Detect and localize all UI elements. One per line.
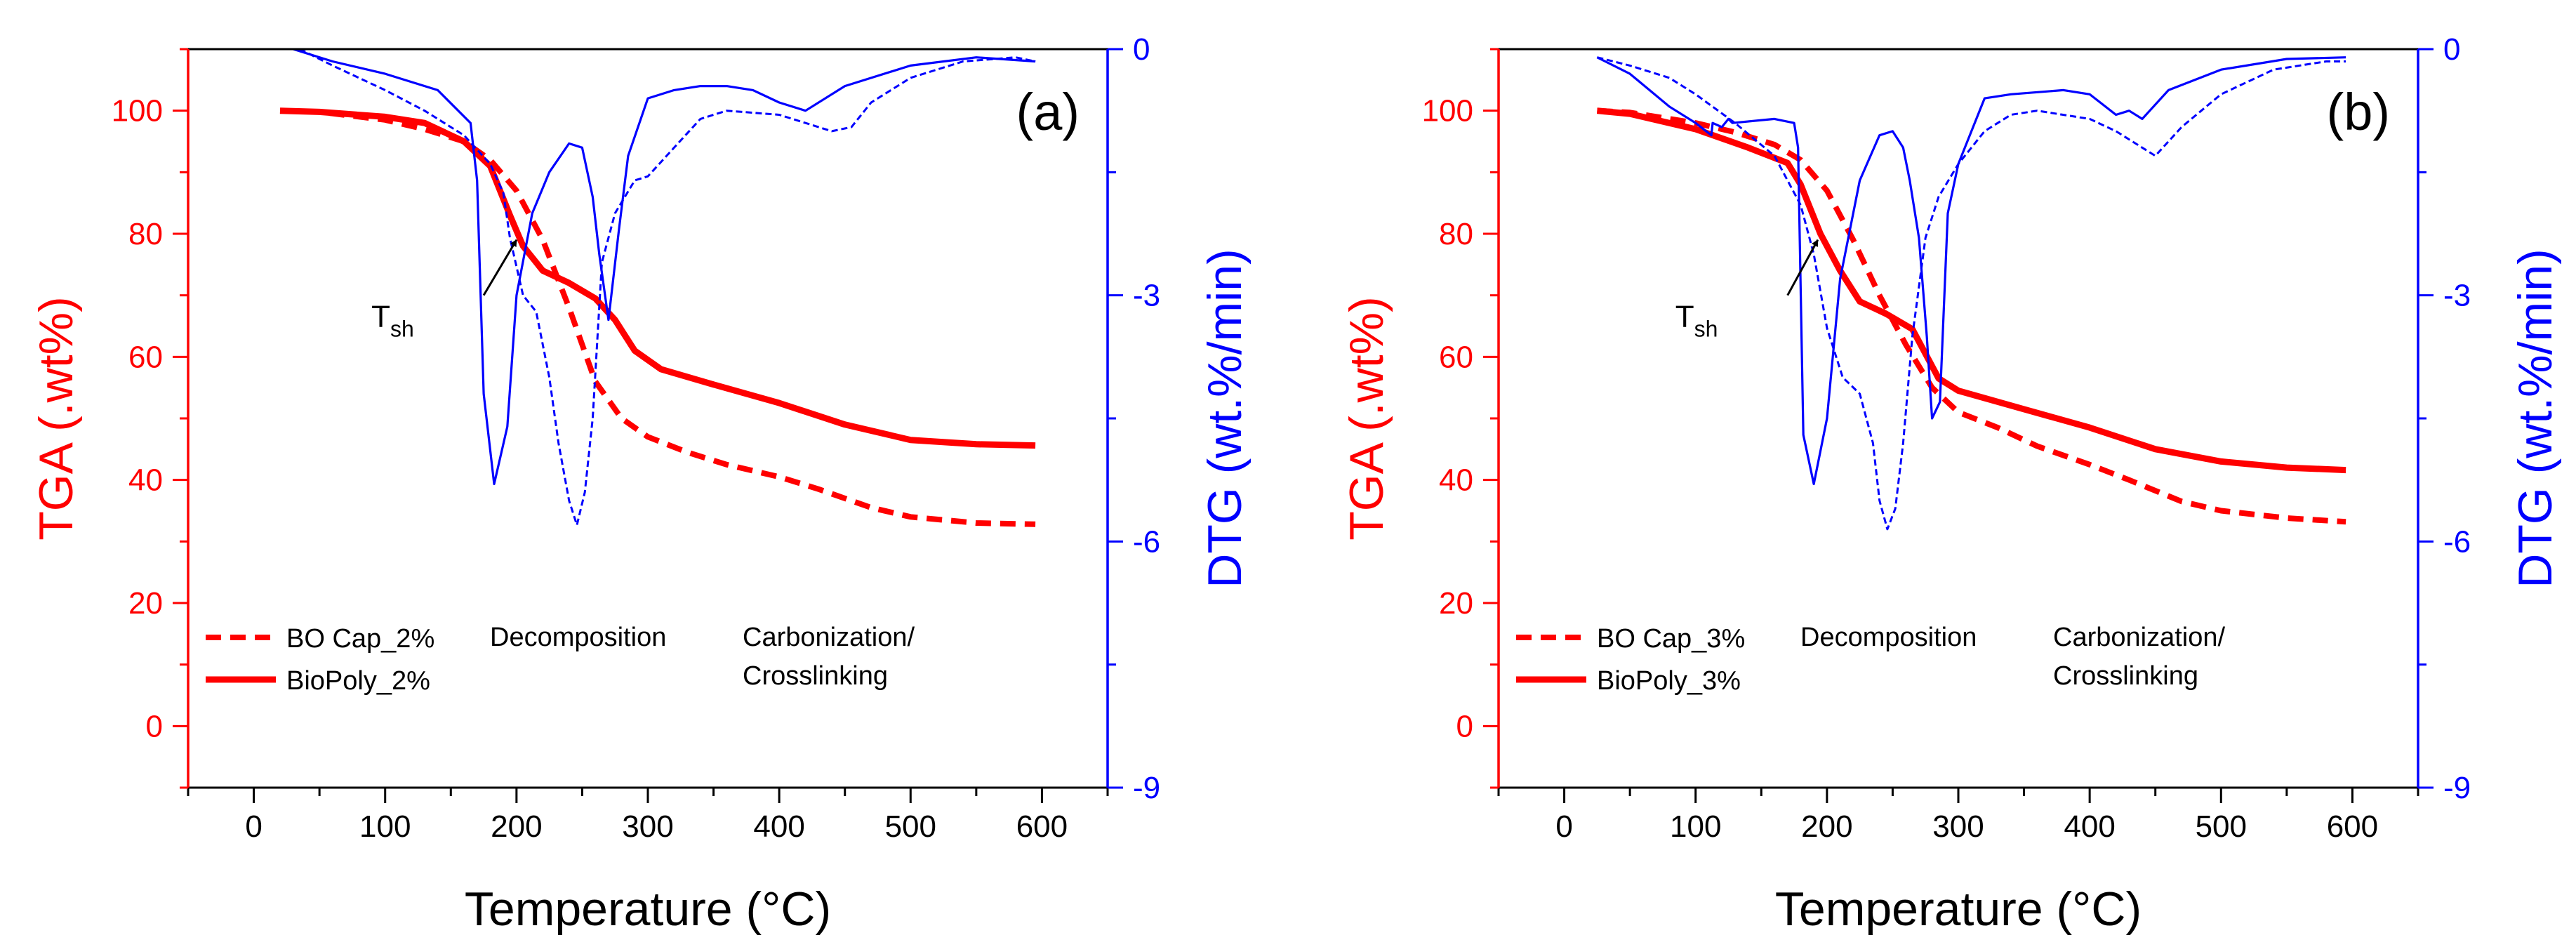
x-tick-label: 100 [1670,809,1721,844]
panel-label: (a) [1016,83,1080,141]
y-left-tick-label: 20 [128,586,163,621]
region-label-crosslinking: Crosslinking [743,661,888,691]
tsh-arrow [1786,239,1819,296]
y-right-tick-label: 0 [1133,32,1150,67]
y-left-tick-label: 40 [1439,463,1473,498]
tsh-arrow [482,239,518,296]
x-tick-label: 600 [1016,809,1068,844]
dtg-curve-solid [293,48,1036,486]
y-right-tick-label: 0 [2443,32,2460,67]
y-left-tick-label: 60 [128,340,163,374]
tga-curve-solid [1596,107,2346,474]
legend-label: BO Cap_3% [1597,624,1745,654]
x-axis-title: Temperature (°C) [1775,882,2142,936]
x-tick-label: 100 [359,809,411,844]
y-left-tick-label: 80 [128,217,163,251]
y-right-axis-title: DTG (wt.%/min) [2509,249,2562,588]
x-tick-label: 300 [1932,809,1984,844]
x-tick-label: 500 [885,809,936,844]
legend-label: BioPoly_2% [286,666,430,696]
y-right-tick-label: -3 [2443,279,2471,313]
y-left-tick-label: 100 [1422,94,1473,128]
y-right-axis-title: DTG (wt.%/min) [1198,249,1252,588]
panel-b: 0 100 200 300 400 500 600 0 20 40 60 80 100 -9 -6 -3 0 Te… [1340,32,2562,936]
legend-label: BO Cap_2% [286,624,434,654]
tsh-annotation: Tsh [1675,300,1718,342]
y-left-tick-label: 20 [1439,586,1473,621]
y-right-tick-label: -9 [2443,771,2471,805]
x-tick-label: 200 [491,809,542,844]
y-left-tick-label: 40 [128,463,163,498]
tsh-main: T [371,300,390,334]
region-label-carbonization: Carbonization/ [743,623,915,652]
panel-a: 0 100 200 300 400 500 600 0 20 40 60 80 100 -9 -6 -3 0 Te… [29,32,1252,936]
x-tick-label: 0 [245,809,262,844]
series-group [1596,56,2346,531]
x-tick-label: 0 [1555,809,1572,844]
x-tick-label: 600 [2327,809,2378,844]
x-tick-label: 200 [1801,809,1852,844]
tsh-subscript: sh [1694,317,1718,342]
y-left-tick-label: 60 [1439,340,1473,374]
y-left-axis-title: TGA (.wt%) [1340,296,1393,541]
dtg-curve-dashed [1597,56,2346,531]
series-group [279,48,1036,527]
y-right-tick-label: -9 [1133,771,1160,805]
x-tick-label: 300 [622,809,673,844]
y-left-axis-title: TGA (.wt%) [29,296,83,541]
dtg-curve-solid [1596,56,2346,486]
y-right-tick-label: -3 [1133,279,1160,313]
tga-curve-dashed [279,107,1036,527]
x-axis-title: Temperature (°C) [465,882,831,936]
tga-curve-solid [279,107,1036,449]
region-label-decomposition: Decomposition [490,623,666,652]
y-left-tick-label: 0 [146,709,163,743]
panel-label: (b) [2327,83,2390,141]
y-right-tick-label: -6 [1133,524,1160,559]
x-tick-label: 500 [2196,809,2247,844]
y-left-tick-label: 80 [1439,217,1473,251]
legend-label: BioPoly_3% [1597,666,1741,696]
x-tick-label: 400 [2064,809,2115,844]
region-label-carbonization: Carbonization/ [2053,623,2225,652]
tsh-main: T [1675,300,1694,334]
y-right-tick-label: -6 [2443,524,2471,559]
x-tick-label: 400 [753,809,804,844]
y-left-tick-label: 100 [112,94,163,128]
y-left-tick-label: 0 [1456,709,1473,743]
tsh-annotation: Tsh [371,300,414,342]
region-label-crosslinking: Crosslinking [2053,661,2198,691]
region-label-decomposition: Decomposition [1800,623,1977,652]
tsh-subscript: sh [390,317,414,342]
tga-curve-dashed [1597,107,2346,525]
